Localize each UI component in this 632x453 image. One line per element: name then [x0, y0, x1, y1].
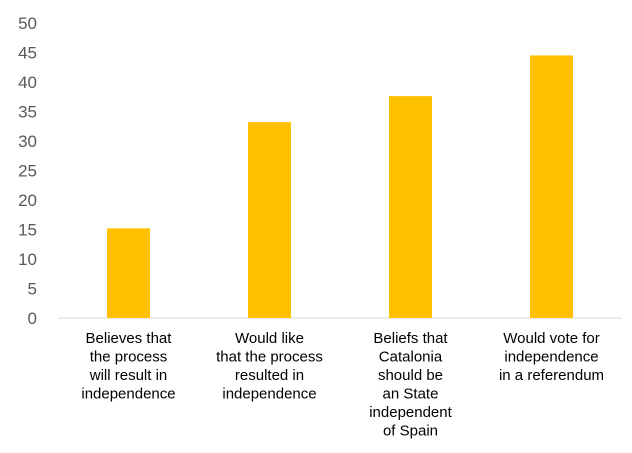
x-category-label: Would vote for independence in a referendu… — [499, 330, 604, 384]
x-category-label: Would like that the process resulted in ind… — [216, 330, 323, 403]
y-tick-label: 35 — [18, 103, 37, 122]
y-tick-label: 20 — [18, 191, 37, 210]
bar — [389, 96, 432, 318]
bar — [107, 228, 150, 318]
y-tick-label: 45 — [18, 44, 37, 63]
y-axis-ticks: 0 5 10 15 20 25 30 35 40 45 50 — [18, 14, 37, 328]
bar — [248, 122, 291, 319]
bar — [530, 55, 573, 318]
bars — [107, 55, 573, 319]
y-tick-label: 10 — [18, 250, 37, 269]
y-tick-label: 15 — [18, 221, 37, 240]
x-category-label: Believes that the process will result in in… — [81, 330, 175, 403]
category-labels: Believes that the process will result in in… — [81, 330, 604, 440]
y-tick-label: 30 — [18, 132, 37, 151]
y-tick-label: 0 — [28, 309, 37, 328]
y-tick-label: 25 — [18, 162, 37, 181]
y-tick-label: 5 — [28, 280, 37, 299]
y-tick-label: 40 — [18, 73, 37, 92]
x-category-label: Beliefs that Catalonia should be an State in… — [369, 330, 452, 440]
y-tick-label: 50 — [18, 14, 37, 33]
